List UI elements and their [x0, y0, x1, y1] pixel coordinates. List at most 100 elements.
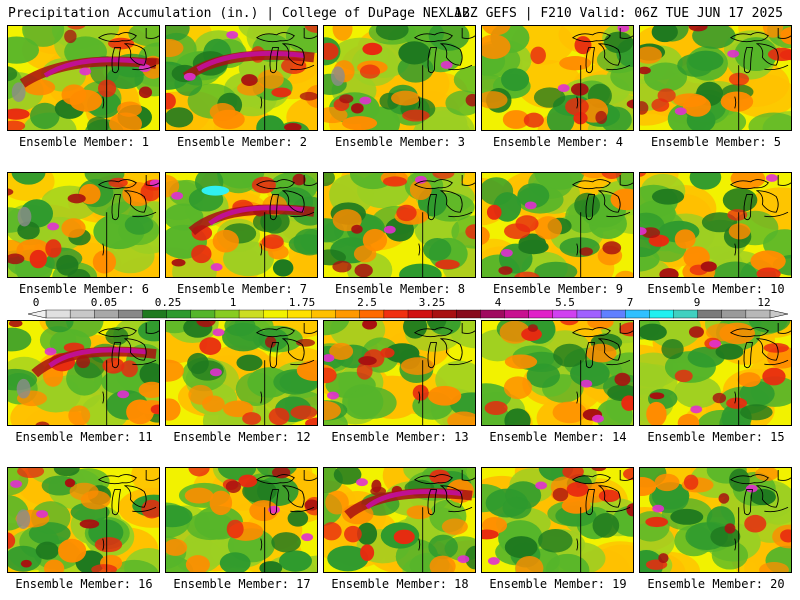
colorbar-swatch: [576, 309, 602, 319]
panel-caption: Ensemble Member: 8: [334, 282, 466, 296]
ensemble-member-map: [165, 172, 318, 278]
colorbar-max-arrow: [769, 309, 788, 319]
colorbar-swatch: [697, 309, 723, 319]
precip-field: [8, 321, 159, 425]
ensemble-member-map: [481, 172, 634, 278]
precip-field: [166, 26, 317, 130]
precip-field: [166, 173, 317, 277]
ensemble-member-map: [639, 25, 792, 131]
precip-field: [324, 26, 475, 130]
panel-caption: Ensemble Member: 4: [492, 135, 624, 149]
ensemble-member-map: [165, 467, 318, 573]
ensemble-member-map: [639, 320, 792, 426]
precip-field: [166, 468, 317, 572]
colorbar-swatch: [142, 309, 168, 319]
panel-caption: Ensemble Member: 2: [176, 135, 308, 149]
colorbar-swatch: [69, 309, 95, 319]
colorbar-swatch: [480, 309, 506, 319]
panel-caption: Ensemble Member: 12: [173, 430, 311, 444]
colorbar-swatch: [118, 309, 144, 319]
colorbar-tick-label: 0.05: [90, 296, 118, 309]
colorbar-swatch: [359, 309, 385, 319]
precip-field: [8, 468, 159, 572]
colorbar-swatch: [94, 309, 119, 319]
colorbar-swatch: [552, 309, 578, 319]
colorbar-swatch: [287, 309, 312, 319]
precip-field: [640, 173, 791, 277]
precip-field: [324, 468, 475, 572]
precip-field: [640, 468, 791, 572]
model-run-info: 12Z GEFS | F210 Valid: 06Z TUE JUN 17 20…: [454, 6, 783, 21]
colorbar-swatch: [407, 309, 433, 319]
ensemble-member-map: [481, 25, 634, 131]
colorbar-swatch: [311, 309, 337, 319]
panel-caption: Ensemble Member: 3: [334, 135, 466, 149]
panel-caption: Ensemble Member: 1: [18, 135, 150, 149]
precip-field: [640, 321, 791, 425]
colorbar-tick-label: 4: [494, 296, 502, 309]
colorbar-swatch: [238, 309, 264, 319]
precip-field: [482, 468, 633, 572]
colorbar-swatch: [214, 309, 240, 319]
ensemble-member-map: [323, 25, 476, 131]
panel-caption: Ensemble Member: 6: [18, 282, 150, 296]
panel-caption: Ensemble Member: 9: [492, 282, 624, 296]
colorbar-swatch: [721, 309, 747, 319]
colorbar-tick-label: 12: [757, 296, 771, 309]
ensemble-member-map: [639, 467, 792, 573]
panel-caption: Ensemble Member: 18: [331, 577, 469, 591]
colorbar-tick-label: 1.75: [288, 296, 316, 309]
precip-field: [640, 26, 791, 130]
panel-caption: Ensemble Member: 10: [647, 282, 785, 296]
colorbar-min-arrow: [28, 309, 47, 319]
precip-field: [8, 26, 159, 130]
colorbar-swatch: [625, 309, 650, 319]
panel-caption: Ensemble Member: 13: [331, 430, 469, 444]
colorbar-tick-label: 0.25: [154, 296, 182, 309]
panel-caption: Ensemble Member: 11: [15, 430, 153, 444]
ensemble-member-map: [481, 320, 634, 426]
precip-field: [324, 173, 475, 277]
ensemble-member-map: [639, 172, 792, 278]
colorbar: [28, 309, 788, 319]
colorbar-swatch: [649, 309, 674, 319]
panel-caption: Ensemble Member: 20: [647, 577, 785, 591]
panel-caption: Ensemble Member: 19: [489, 577, 627, 591]
colorbar-tick-label: 3.25: [418, 296, 446, 309]
precip-field: [324, 321, 475, 425]
colorbar-swatch: [456, 309, 481, 319]
precip-field: [8, 173, 159, 277]
colorbar-tick-label: 5.5: [555, 296, 575, 309]
ensemble-member-map: [323, 320, 476, 426]
ensemble-member-map: [323, 172, 476, 278]
colorbar-tick-label: 9: [693, 296, 701, 309]
precip-field: [482, 26, 633, 130]
map-title: Precipitation Accumulation (in.) | Colle…: [8, 6, 470, 21]
colorbar-swatch: [262, 309, 288, 319]
colorbar-swatch: [431, 309, 457, 319]
panel-caption: Ensemble Member: 5: [650, 135, 782, 149]
ensemble-member-map: [7, 467, 160, 573]
colorbar-swatch: [600, 309, 626, 319]
colorbar-swatch: [504, 309, 530, 319]
precip-field: [482, 321, 633, 425]
colorbar-swatch: [383, 309, 409, 319]
colorbar-swatch: [45, 309, 71, 319]
ensemble-member-map: [7, 25, 160, 131]
ensemble-member-map: [165, 320, 318, 426]
panel-caption: Ensemble Member: 16: [15, 577, 153, 591]
ensemble-member-map: [323, 467, 476, 573]
colorbar-tick-label: 7: [626, 296, 634, 309]
colorbar-swatch: [335, 309, 361, 319]
colorbar-swatch: [673, 309, 699, 319]
colorbar-swatch: [166, 309, 192, 319]
panel-caption: Ensemble Member: 17: [173, 577, 311, 591]
precip-field: [482, 173, 633, 277]
ensemble-member-map: [165, 25, 318, 131]
ensemble-member-map: [481, 467, 634, 573]
panel-caption: Ensemble Member: 14: [489, 430, 627, 444]
panel-caption: Ensemble Member: 7: [176, 282, 308, 296]
colorbar-tick-label: 0: [32, 296, 40, 309]
ensemble-member-map: [7, 172, 160, 278]
colorbar-swatch: [528, 309, 554, 319]
